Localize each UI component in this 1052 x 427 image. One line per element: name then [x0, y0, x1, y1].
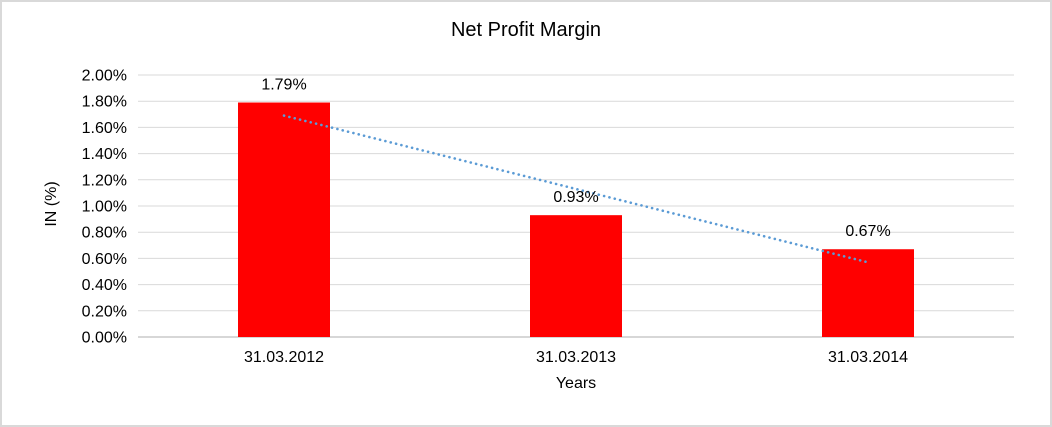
bar-value-label: 0.93% [553, 189, 598, 206]
y-tick-label: 1.00% [82, 199, 127, 216]
y-tick-label: 1.40% [82, 146, 127, 163]
y-tick-label: 0.40% [82, 277, 127, 294]
bar-31.03.2014 [822, 249, 914, 337]
bar-value-label: 0.67% [845, 223, 890, 240]
x-tick-label: 31.03.2014 [828, 349, 908, 366]
trendline [282, 114, 870, 264]
x-axis-title: Years [555, 375, 597, 392]
bar-31.03.2013 [530, 215, 622, 337]
y-axis-title: IN (%) [43, 181, 60, 227]
chart-title: Net Profit Margin [450, 19, 602, 41]
bar-value-label: 1.79% [261, 77, 306, 94]
bar-31.03.2012 [238, 102, 330, 337]
y-tick-label: 2.00% [82, 68, 127, 85]
y-tick-label: 0.00% [82, 330, 127, 347]
y-tick-label: 1.60% [82, 120, 127, 137]
x-tick-label: 31.03.2012 [244, 349, 324, 366]
y-tick-label: 0.60% [82, 251, 127, 268]
y-tick-label: 1.80% [82, 94, 127, 111]
x-tick-label: 31.03.2013 [536, 349, 616, 366]
y-tick-label: 0.80% [82, 225, 127, 242]
y-tick-label: 0.20% [82, 303, 127, 320]
y-tick-label: 1.20% [82, 172, 127, 189]
